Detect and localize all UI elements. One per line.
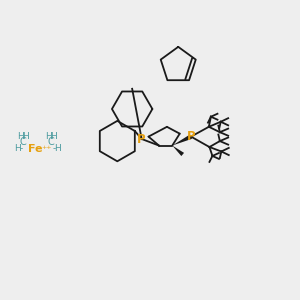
Polygon shape <box>172 146 184 156</box>
Polygon shape <box>172 134 192 146</box>
Text: ++: ++ <box>41 145 51 149</box>
Text: -: - <box>52 144 56 153</box>
Text: C: C <box>20 137 26 147</box>
Text: P: P <box>187 130 195 143</box>
Text: H: H <box>54 144 61 153</box>
Text: H: H <box>22 131 28 140</box>
Text: H: H <box>14 144 21 153</box>
Text: H: H <box>46 131 52 140</box>
Text: H: H <box>17 131 23 140</box>
Text: P: P <box>137 133 146 146</box>
Text: -: - <box>20 144 23 153</box>
Text: H: H <box>51 131 57 140</box>
Text: Fe: Fe <box>28 143 43 154</box>
Text: C: C <box>48 137 55 147</box>
